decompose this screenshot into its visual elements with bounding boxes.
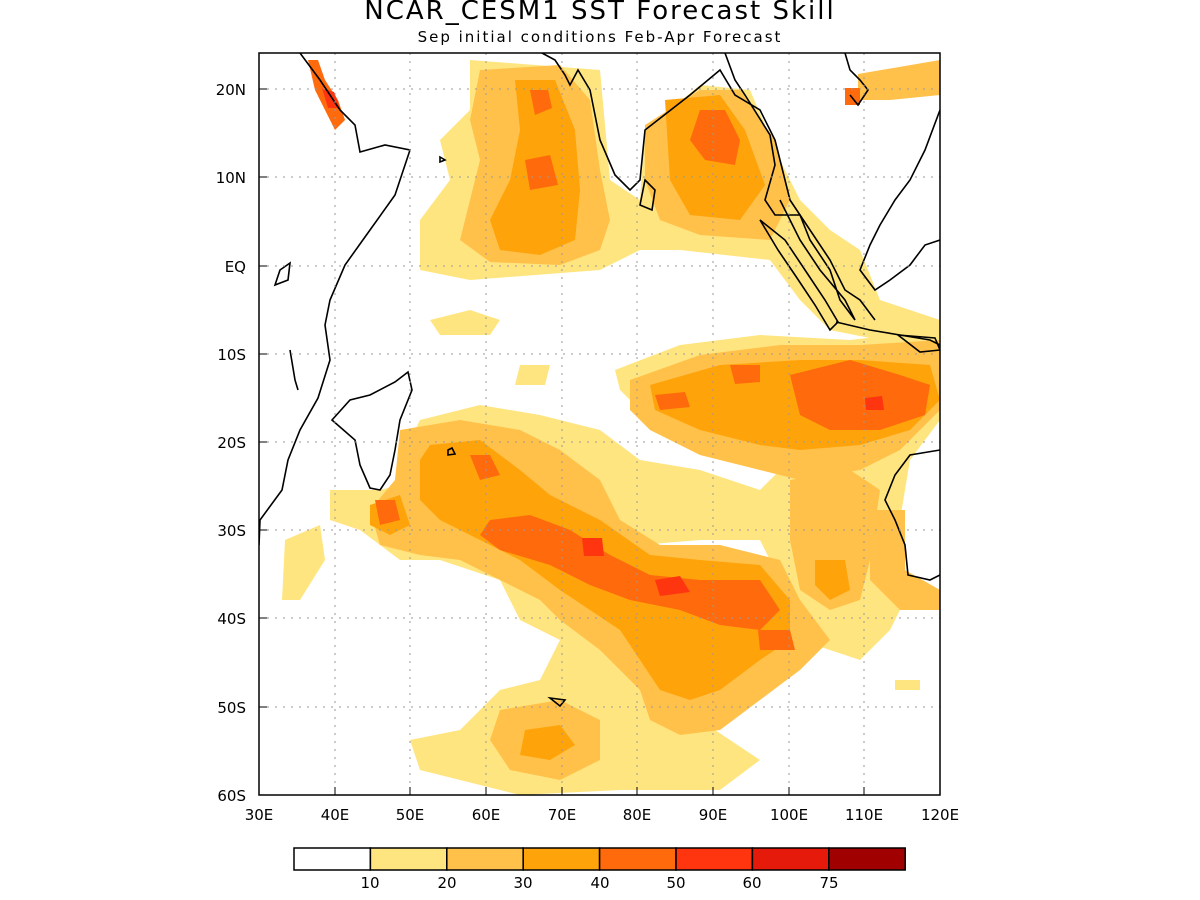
lat-label: 30S — [217, 522, 246, 540]
colorbar-swatch — [293, 847, 372, 871]
skill-shading — [282, 60, 940, 795]
colorbar: 10 20 30 40 50 60 75 — [293, 847, 906, 892]
colorbar-label: 75 — [819, 874, 838, 892]
lon-label: 50E — [396, 806, 425, 824]
colorbar-label: 30 — [513, 874, 532, 892]
skill-band-40-50 — [308, 60, 930, 650]
lat-label: 20S — [217, 434, 246, 452]
lon-label: 80E — [623, 806, 652, 824]
lat-label: 20N — [216, 81, 246, 99]
lat-label: EQ — [225, 258, 246, 276]
colorbar-label: 40 — [590, 874, 609, 892]
colorbar-swatch — [369, 847, 448, 871]
chart-subtitle: Sep initial conditions Feb-Apr Forecast — [417, 28, 783, 46]
lat-label: 10S — [217, 346, 246, 364]
colorbar-swatch — [751, 847, 830, 871]
lon-label: 40E — [321, 806, 350, 824]
plot-frame — [258, 52, 941, 796]
lat-label: 10N — [216, 169, 246, 187]
lat-label: 40S — [217, 610, 246, 628]
lat-label: 50S — [217, 699, 246, 717]
skill-band-50-60 — [322, 88, 884, 596]
lat-tick-labels: 20N 10N EQ 10S 20S 30S 40S 50S 60S — [216, 81, 246, 805]
lon-label: 30E — [245, 806, 274, 824]
lon-label: 70E — [548, 806, 577, 824]
colorbar-swatch — [446, 847, 524, 871]
lat-label: 60S — [217, 787, 246, 805]
coastlines — [259, 53, 940, 708]
lon-label: 120E — [921, 806, 959, 824]
lon-label: 90E — [699, 806, 728, 824]
colorbar-label: 50 — [666, 874, 685, 892]
gridlines — [259, 53, 940, 795]
lon-label: 60E — [472, 806, 501, 824]
colorbar-swatch — [522, 847, 601, 871]
colorbar-label: 10 — [360, 874, 379, 892]
colorbar-swatch — [675, 847, 754, 871]
axis-ticks — [258, 88, 941, 795]
colorbar-swatch — [828, 847, 906, 871]
lon-label: 110E — [845, 806, 883, 824]
lon-label: 100E — [770, 806, 808, 824]
colorbar-label: 20 — [437, 874, 456, 892]
lon-tick-labels: 30E 40E 50E 60E 70E 80E 90E 100E 110E 12… — [245, 806, 959, 824]
colorbar-swatch — [598, 847, 677, 871]
chart-title: NCAR_CESM1 SST Forecast Skill — [364, 0, 836, 26]
colorbar-label: 60 — [742, 874, 761, 892]
